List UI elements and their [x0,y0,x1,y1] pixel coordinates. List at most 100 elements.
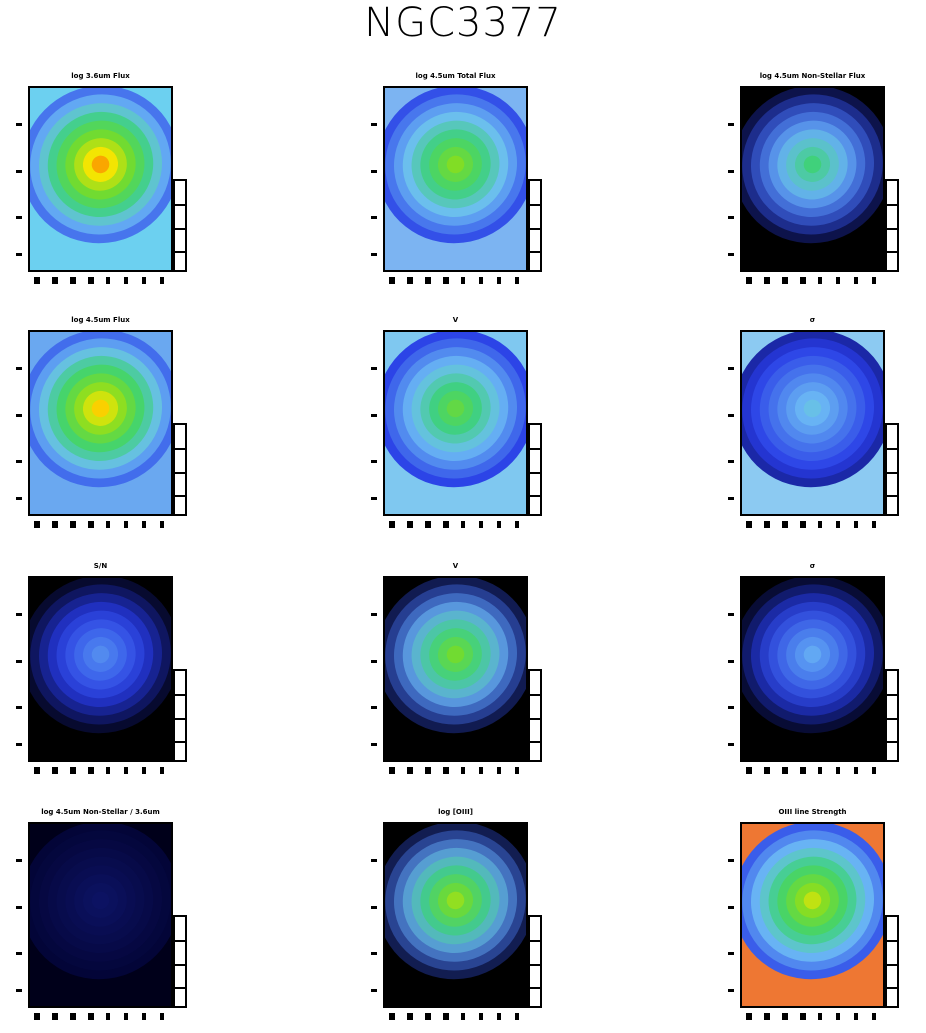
x-axis-tick [443,767,449,774]
colorbar-tick [530,963,540,966]
x-axis-tick [142,767,146,774]
x-axis-tick [160,767,164,774]
y-axis-tick [371,706,377,710]
heatmap-svg [385,332,526,488]
x-axis-tick [461,1013,465,1020]
panel-title: log 4.5um Non-Stellar / 3.6um [41,808,160,816]
x-axis-tick [106,521,110,528]
colorbar [173,423,187,516]
colorbar-tick [887,448,897,451]
x-axis-tick [461,521,465,528]
y-axis-tick [728,460,734,464]
y-axis-tick [16,460,22,464]
x-axis-tick [389,521,395,528]
colorbar [173,179,187,272]
colorbar-tick [530,448,540,451]
x-axis-tick [88,521,94,528]
x-axis-tick [425,767,431,774]
y-axis-tick [371,367,377,371]
heatmap-image [740,86,885,272]
y-axis-tick [728,952,734,956]
x-axis-tick [88,277,94,284]
panel-title: log [OIII] [438,808,473,816]
colorbar [885,179,899,272]
x-axis-tick [515,277,519,284]
x-axis-tick [764,1013,770,1020]
x-axis-tick [497,1013,501,1020]
y-axis-tick [371,169,377,173]
panel-title: σ [809,316,816,324]
x-axis-tick [407,767,413,774]
x-axis-tick [479,767,483,774]
y-axis-tick [16,659,22,663]
y-axis-tick [371,659,377,663]
intensity-contour [803,399,822,418]
y-axis-tick [371,216,377,220]
y-axis-tick [728,216,734,220]
x-axis-tick [782,767,788,774]
x-axis-tick [818,521,822,528]
x-axis-tick [443,521,449,528]
colorbar [528,423,542,516]
x-axis-tick [52,767,58,774]
y-axis-tick [16,123,22,127]
x-axis-tick [515,1013,519,1020]
y-axis-tick [371,613,377,617]
x-axis-tick [106,277,110,284]
y-axis-tick [728,659,734,663]
intensity-contour [803,645,822,664]
x-axis-tick [142,277,146,284]
heatmap-image [28,330,173,516]
colorbar-tick [530,471,540,474]
colorbar-tick [530,250,540,253]
y-axis-tick [16,905,22,909]
y-axis-tick [16,989,22,993]
heatmap-svg [30,332,171,488]
x-axis-tick [497,767,501,774]
page-title: NGC3377 [364,0,562,46]
x-axis-tick [836,277,840,284]
y-axis-tick [728,859,734,863]
heatmap-svg [742,824,883,980]
x-axis-tick [800,521,806,528]
x-axis-tick [746,767,752,774]
y-axis-tick [16,706,22,710]
intensity-contour [803,155,822,174]
heatmap-image [28,576,173,762]
colorbar-tick [175,250,185,253]
y-axis-tick [16,743,22,747]
x-axis-tick [124,521,128,528]
colorbar-tick [887,963,897,966]
colorbar [173,915,187,1008]
colorbar-tick [530,204,540,207]
intensity-contour [446,399,465,418]
colorbar-tick [530,986,540,989]
colorbar-tick [175,963,185,966]
x-axis-tick [160,521,164,528]
x-axis-tick [836,1013,840,1020]
colorbar-tick [530,717,540,720]
y-axis-tick [16,367,22,371]
x-axis-tick [479,277,483,284]
x-axis-tick [764,767,770,774]
colorbar-tick [887,471,897,474]
x-axis-tick [818,277,822,284]
x-axis-tick [461,767,465,774]
colorbar-tick [887,694,897,697]
y-axis-tick [728,123,734,127]
y-axis-tick [728,413,734,417]
x-axis-tick [52,277,58,284]
colorbar-tick [175,740,185,743]
colorbar-tick [175,494,185,497]
x-axis-tick [854,277,858,284]
y-axis-tick [371,905,377,909]
y-axis-tick [728,169,734,173]
colorbar [885,423,899,516]
x-axis-tick [764,521,770,528]
y-axis-tick [728,706,734,710]
x-axis-tick [70,277,76,284]
x-axis-tick [836,767,840,774]
x-axis-tick [854,521,858,528]
x-axis-tick [52,1013,58,1020]
colorbar [528,669,542,762]
